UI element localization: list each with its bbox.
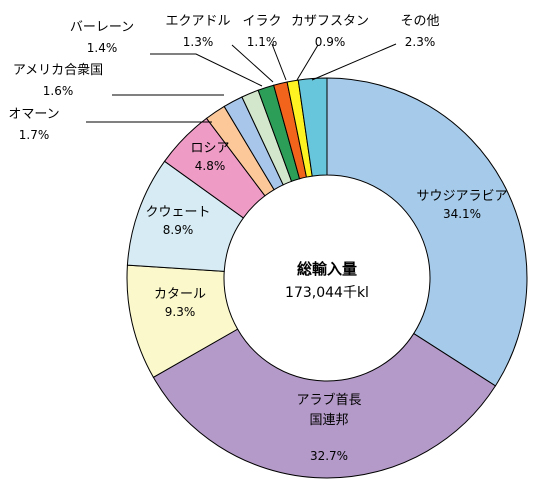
slice-0 bbox=[326, 77, 528, 387]
slice-value-0: 34.1% bbox=[443, 207, 481, 221]
slice-value-3: 8.9% bbox=[163, 223, 194, 237]
slice-label-9: イラク bbox=[242, 14, 281, 29]
slice-label-3: クウェート bbox=[145, 205, 210, 220]
slice-value-7: 1.4% bbox=[87, 41, 118, 55]
slice-label-5: オマーン bbox=[8, 107, 59, 122]
center-total: 173,044千kl bbox=[285, 285, 369, 301]
slice-label-7: バーレーン bbox=[70, 20, 134, 35]
leader-lines-group bbox=[86, 43, 397, 123]
slice-value-5: 1.7% bbox=[19, 128, 50, 142]
slice-label-6: アメリカ合衆国 bbox=[13, 62, 103, 78]
slice-label-2: カタール bbox=[154, 287, 206, 302]
slice-value-9: 1.1% bbox=[247, 35, 278, 49]
slice-label-0: サウジアラビア bbox=[416, 189, 507, 204]
slice-value-11: 2.3% bbox=[405, 35, 436, 49]
leader-line-7 bbox=[150, 53, 263, 87]
leader-line-9 bbox=[271, 43, 287, 81]
slices-group bbox=[126, 77, 528, 479]
slice-label-1-line1: アラブ首長 bbox=[296, 392, 361, 408]
slice-1 bbox=[152, 328, 497, 479]
slice-value-8: 1.3% bbox=[183, 35, 214, 49]
center-title: 総輸入量 bbox=[297, 260, 357, 278]
slice-value-6: 1.6% bbox=[43, 84, 74, 98]
slice-label-1-line2: 国連邦 bbox=[309, 413, 348, 428]
slice-value-1: 32.7% bbox=[310, 449, 348, 463]
leader-line-11 bbox=[311, 43, 397, 81]
slice-label-10: カザフスタン bbox=[291, 14, 369, 29]
slice-label-4: ロシア bbox=[190, 141, 229, 156]
slice-label-8: エクアドル bbox=[165, 14, 230, 29]
slice-value-10: 0.9% bbox=[315, 35, 346, 49]
slice-value-2: 9.3% bbox=[165, 305, 196, 319]
slice-value-4: 4.8% bbox=[195, 159, 226, 173]
slice-label-11: その他 bbox=[400, 14, 439, 29]
leader-line-8 bbox=[231, 44, 274, 83]
slice-11 bbox=[297, 77, 328, 177]
leader-line-10 bbox=[296, 44, 319, 81]
